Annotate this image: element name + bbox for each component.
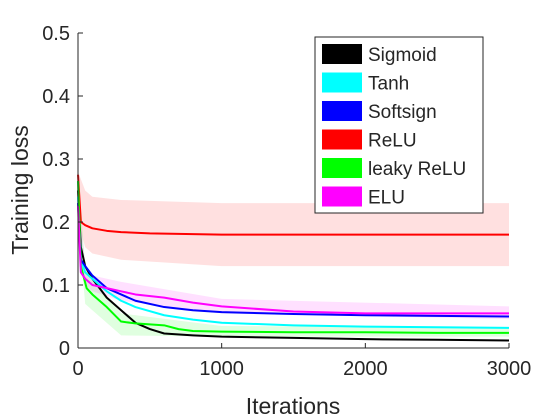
legend-box	[314, 36, 484, 214]
legend-label-tanh: Tanh	[368, 74, 409, 95]
series-line-relu	[77, 174, 509, 236]
band-relu	[78, 171, 509, 267]
legend-swatch-tanh	[322, 72, 362, 93]
legend-label-sigmoid: Sigmoid	[368, 45, 437, 66]
series-lines	[77, 174, 510, 342]
series-line-leaky-relu	[77, 181, 509, 334]
legend-label-softsign: Softsign	[368, 102, 437, 123]
y-ticks: 0 0.1 0.2 0.3 0.4 0.5	[42, 23, 83, 360]
legend-swatch-softsign	[322, 101, 362, 121]
x-tick-label: 1000	[199, 358, 244, 380]
x-tick-label: 0	[72, 358, 83, 380]
legend-swatch-elu	[322, 186, 362, 207]
y-tick-label: 0.3	[42, 149, 70, 171]
y-tick-label: 0.5	[42, 23, 70, 45]
series-line-tanh	[77, 196, 510, 329]
series-line-softsign	[77, 203, 510, 318]
y-tick-label: 0	[59, 338, 70, 360]
band-elu	[78, 190, 509, 320]
x-axis-label: Iterations	[246, 393, 341, 419]
legend: Sigmoid Tanh Softsign ReLU leaky ReLU ELU	[314, 36, 484, 214]
x-tick-label: 3000	[487, 358, 532, 380]
legend-swatch-relu	[322, 129, 362, 150]
y-axis-label: Training loss	[7, 125, 33, 255]
legend-label-leaky-relu: leaky ReLU	[368, 159, 466, 180]
x-tick-label: 2000	[343, 358, 388, 380]
y-tick-label: 0.4	[42, 86, 70, 108]
legend-swatch-leaky-relu	[322, 158, 362, 178]
legend-label-relu: ReLU	[368, 131, 417, 152]
series-line-elu	[77, 206, 509, 315]
axes	[77, 33, 509, 349]
x-ticks: 0 1000 2000 3000	[72, 343, 531, 380]
legend-label-elu: ELU	[368, 188, 405, 209]
legend-swatch-sigmoid	[322, 44, 362, 64]
y-tick-label: 0.2	[42, 212, 70, 234]
y-tick-label: 0.1	[42, 275, 70, 297]
